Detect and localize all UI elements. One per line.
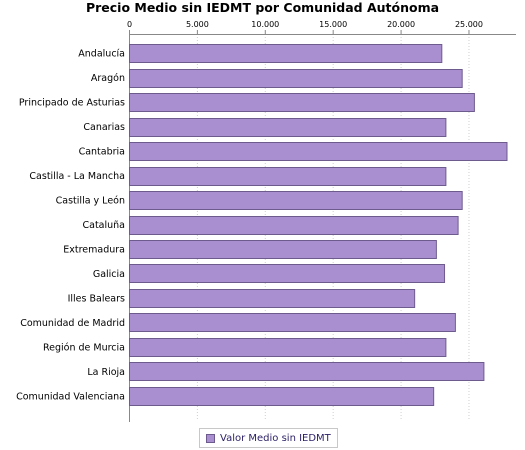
bar	[129, 289, 416, 308]
category-labels: Andalucía Aragón Principado de Asturias Can…	[16, 49, 125, 403]
category-label: Extremadura	[63, 244, 125, 255]
x-tick-label: 10.000	[251, 20, 279, 29]
category-label: Andalucía	[78, 49, 125, 60]
bar	[129, 362, 485, 381]
x-tick-label: 25.000	[455, 20, 483, 29]
category-label: Región de Murcia	[43, 342, 125, 353]
chart-title: Precio Medio sin IEDMT por Comunidad Aut…	[85, 0, 440, 15]
x-tick-label: 5.000	[186, 20, 209, 29]
category-label: Castilla y León	[56, 196, 125, 207]
bar	[129, 191, 463, 210]
legend-label: Valor Medio sin IEDMT	[220, 432, 331, 444]
bar	[129, 69, 463, 88]
bar	[129, 167, 447, 186]
legend: Valor Medio sin IEDMT	[199, 428, 338, 448]
bar	[129, 338, 447, 357]
x-tick-label: 0	[127, 20, 132, 29]
x-tick-label: 15.000	[319, 20, 347, 29]
bars	[129, 44, 508, 406]
bar	[129, 118, 447, 137]
category-label: Comunidad Valenciana	[16, 391, 125, 402]
bar	[129, 264, 446, 283]
category-label: Aragón	[91, 73, 125, 84]
x-tick-label: 20.000	[387, 20, 415, 29]
bar	[129, 142, 508, 161]
category-label: Castilla - La Mancha	[29, 171, 125, 182]
category-label: Galicia	[93, 269, 125, 280]
bar	[129, 387, 435, 406]
bar	[129, 313, 456, 332]
legend-swatch	[206, 433, 215, 443]
bar	[129, 93, 475, 112]
bar	[129, 216, 459, 235]
category-label: Canarias	[83, 122, 125, 133]
category-label: Illes Balears	[68, 293, 125, 304]
bar	[129, 44, 443, 63]
category-label: Cataluña	[82, 220, 125, 231]
category-label: Comunidad de Madrid	[20, 318, 125, 329]
category-label: La Rioja	[87, 367, 125, 378]
category-label: Cantabria	[79, 147, 125, 158]
category-label: Principado de Asturias	[19, 98, 125, 109]
bar	[129, 240, 437, 259]
